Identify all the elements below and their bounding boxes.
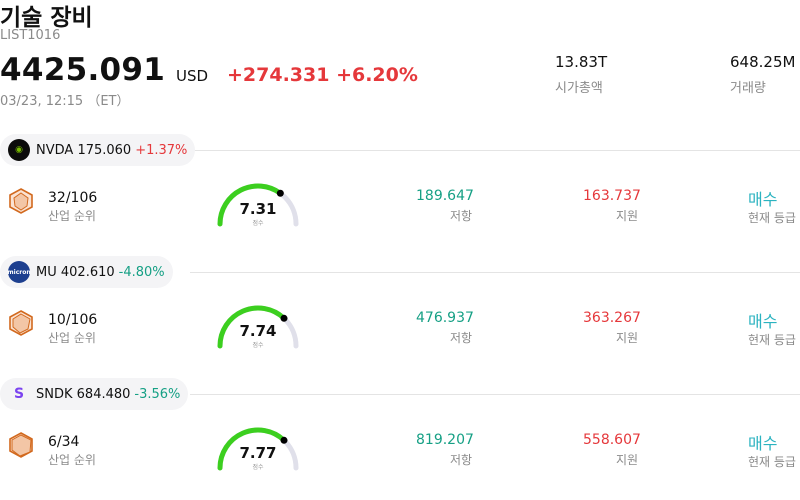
support-label: 지원 bbox=[616, 331, 639, 345]
quote-timestamp: 03/23, 12:15 （ET） bbox=[0, 94, 130, 109]
stock-chip[interactable]: S SNDK 684.480 -3.56% bbox=[0, 378, 189, 410]
row-divider bbox=[190, 394, 800, 395]
score-gauge bbox=[217, 305, 299, 349]
support-label: 지원 bbox=[616, 209, 639, 223]
industry-rank-icon bbox=[9, 188, 33, 214]
stock-symbol: SNDK bbox=[36, 386, 73, 402]
industry-rank: 10/106 bbox=[48, 312, 98, 328]
page-title: 기술 장비 bbox=[0, 5, 93, 31]
grade-value: 매수 bbox=[748, 434, 778, 453]
industry-rank: 32/106 bbox=[48, 190, 98, 206]
stock-row[interactable]: S SNDK 684.480 -3.56% 6/34 산업 순위 7.77 점수… bbox=[0, 378, 800, 500]
row-divider bbox=[190, 150, 800, 151]
currency-label: USD bbox=[176, 67, 209, 85]
industry-rank-icon bbox=[9, 432, 33, 458]
volume-label: 거래량 bbox=[730, 81, 766, 96]
stock-change: +1.37% bbox=[135, 142, 188, 158]
index-ticker: LIST1016 bbox=[0, 28, 61, 43]
score-label: 점수 bbox=[252, 464, 264, 471]
stock-price: 684.480 bbox=[76, 386, 131, 402]
score-gauge bbox=[217, 427, 299, 471]
resistance-label: 저항 bbox=[450, 331, 473, 345]
volume-value: 648.25M bbox=[730, 53, 796, 71]
grade-value: 매수 bbox=[748, 312, 778, 331]
score-gauge bbox=[217, 183, 299, 227]
stock-chip[interactable]: micron MU 402.610 -4.80% bbox=[0, 256, 173, 288]
industry-rank-label: 산업 순위 bbox=[48, 209, 96, 223]
sandisk-logo-icon: S bbox=[8, 383, 30, 405]
resistance-value: 476.937 bbox=[416, 310, 474, 326]
score-label: 점수 bbox=[252, 342, 264, 349]
stock-row[interactable]: ◉ NVDA 175.060 +1.37% 32/106 산업 순위 7.31 … bbox=[0, 134, 800, 256]
grade-value: 매수 bbox=[748, 190, 778, 209]
market-cap-label: 시가총액 bbox=[555, 81, 603, 96]
resistance-label: 저항 bbox=[450, 209, 473, 223]
stock-row[interactable]: micron MU 402.610 -4.80% 10/106 산업 순위 7.… bbox=[0, 256, 800, 378]
market-cap-value: 13.83T bbox=[555, 53, 608, 71]
stock-price: 175.060 bbox=[77, 142, 132, 158]
support-value: 163.737 bbox=[583, 188, 641, 204]
score-value: 7.74 bbox=[239, 322, 277, 340]
index-change: +274.331 +6.20% bbox=[227, 64, 418, 86]
stock-price: 402.610 bbox=[60, 264, 115, 280]
support-value: 558.607 bbox=[583, 432, 641, 448]
resistance-label: 저항 bbox=[450, 453, 473, 467]
score-value: 7.77 bbox=[239, 444, 277, 462]
industry-rank-label: 산업 순위 bbox=[48, 453, 96, 467]
resistance-value: 189.647 bbox=[416, 188, 474, 204]
support-value: 363.267 bbox=[583, 310, 641, 326]
industry-rank: 6/34 bbox=[48, 434, 80, 450]
score-value: 7.31 bbox=[239, 200, 277, 218]
stock-symbol: MU bbox=[36, 264, 57, 280]
industry-rank-label: 산업 순위 bbox=[48, 331, 96, 345]
index-price: 4425.091 bbox=[0, 52, 166, 88]
grade-label: 현재 등급 bbox=[748, 455, 796, 469]
stock-change: -3.56% bbox=[134, 386, 181, 402]
row-divider bbox=[190, 272, 800, 273]
grade-label: 현재 등급 bbox=[748, 211, 796, 225]
score-label: 점수 bbox=[252, 220, 264, 227]
stock-change: -4.80% bbox=[118, 264, 165, 280]
grade-label: 현재 등급 bbox=[748, 333, 796, 347]
stock-symbol: NVDA bbox=[36, 142, 74, 158]
micron-logo-icon: micron bbox=[7, 261, 31, 283]
nvidia-logo-icon: ◉ bbox=[8, 139, 30, 161]
stock-chip[interactable]: ◉ NVDA 175.060 +1.37% bbox=[0, 134, 196, 166]
support-label: 지원 bbox=[616, 453, 639, 467]
resistance-value: 819.207 bbox=[416, 432, 474, 448]
industry-rank-icon bbox=[9, 310, 33, 336]
